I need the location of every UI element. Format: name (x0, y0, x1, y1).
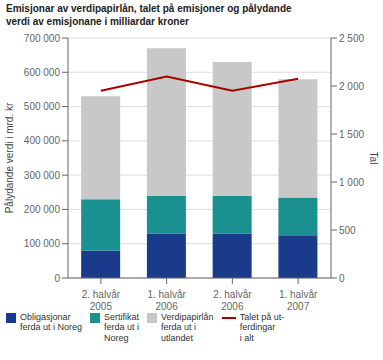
svg-text:2. halvår2006: 2. halvår2006 (213, 289, 252, 310)
svg-text:Pålydande verdi i mrd. kr: Pålydande verdi i mrd. kr (8, 102, 15, 213)
svg-text:1 500: 1 500 (339, 129, 364, 140)
svg-text:1. halvår2007: 1. halvår2007 (279, 289, 318, 310)
svg-text:600 000: 600 000 (24, 67, 61, 78)
html-text:Obligasjonar ferda ut i Noreg: Obligasjonar ferda ut i Noreg (20, 312, 82, 333)
html-text:Emisjonar av verdipapirlån, ta: Emisjonar av verdipapirlån, talet på emi… (6, 3, 292, 27)
html-text:Verdipapirlån ferda ut i utlan: Verdipapirlån ferda ut i utlandet (161, 312, 214, 343)
svg-text:500 000: 500 000 (24, 101, 61, 112)
html-text:Sertifikat ferda ut i Noreg: Sertifikat ferda ut i Noreg (104, 312, 140, 343)
svg-text:200 000: 200 000 (24, 204, 61, 215)
svg-text:2. halvår2005: 2. halvår2005 (82, 289, 121, 310)
svg-text:0: 0 (54, 273, 60, 284)
svg-text:500: 500 (339, 225, 356, 236)
svg-text:2 000: 2 000 (339, 81, 364, 92)
html-text:Talet på ut- ferdingar i alt: Talet på ut- ferdingar i alt (239, 312, 285, 343)
svg-text:1 000: 1 000 (339, 177, 364, 188)
svg-text:300 000: 300 000 (24, 170, 61, 181)
svg-text:700 000: 700 000 (24, 33, 61, 44)
svg-text:100 000: 100 000 (24, 238, 61, 249)
svg-text:Tal: Tal (368, 152, 375, 165)
svg-text:0: 0 (339, 273, 345, 284)
svg-text:400 000: 400 000 (24, 135, 61, 146)
svg-text:1. halvår2006: 1. halvår2006 (147, 289, 186, 310)
svg-text:2 500: 2 500 (339, 33, 364, 44)
